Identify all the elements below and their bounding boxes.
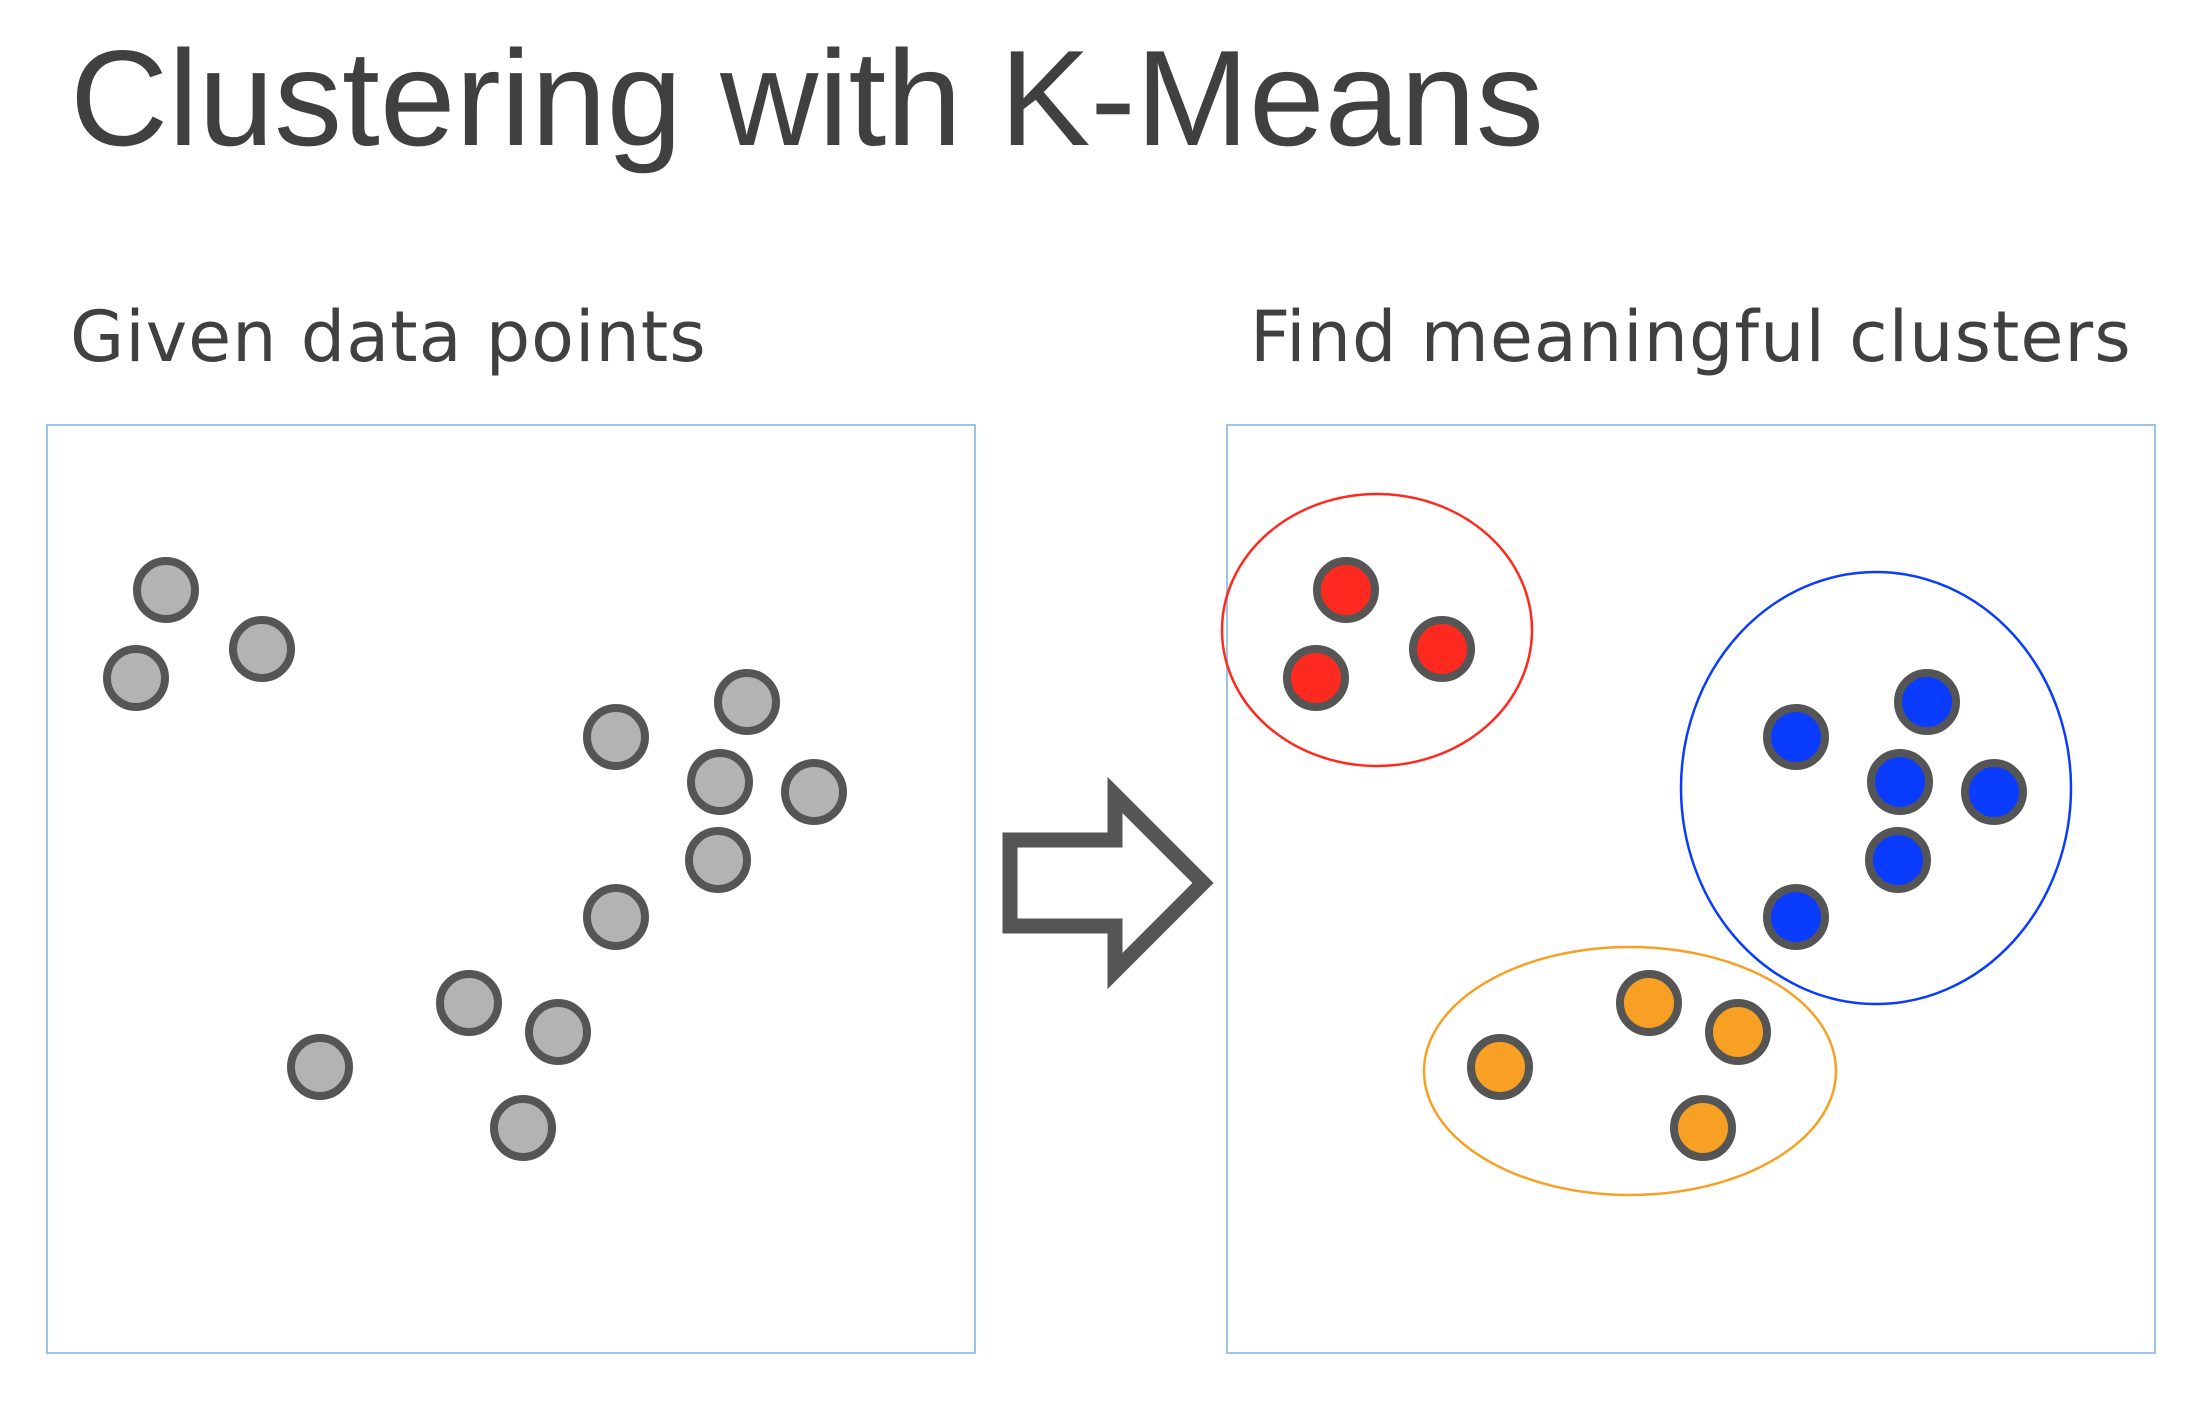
unclustered-points-panel — [46, 424, 976, 1354]
data-point — [781, 759, 847, 825]
data-point — [685, 827, 751, 893]
data-point-blue — [1865, 827, 1931, 893]
data-point-orange — [1467, 1034, 1533, 1100]
data-point-red — [1409, 616, 1475, 682]
cluster-outline-red — [1220, 492, 1534, 768]
data-point-red — [1283, 645, 1349, 711]
data-point — [436, 970, 502, 1036]
data-point — [583, 884, 649, 950]
data-point — [103, 645, 169, 711]
data-point — [287, 1034, 353, 1100]
data-point-blue — [1867, 749, 1933, 815]
data-point-blue — [1763, 704, 1829, 770]
cluster-outline-orange — [1422, 945, 1838, 1197]
data-point — [525, 999, 591, 1065]
data-point — [714, 669, 780, 735]
data-point-orange — [1705, 999, 1771, 1065]
data-point-red — [1313, 557, 1379, 623]
left-panel-caption: Given data points — [70, 296, 707, 378]
data-point — [490, 1095, 556, 1161]
data-point-blue — [1961, 759, 2027, 825]
data-point — [229, 616, 295, 682]
clustered-points-panel — [1226, 424, 2156, 1354]
data-point-blue — [1763, 884, 1829, 950]
data-point-orange — [1670, 1095, 1736, 1161]
slide-title: Clustering with K-Means — [70, 22, 1544, 174]
data-point — [687, 749, 753, 815]
data-point-orange — [1616, 970, 1682, 1036]
data-point — [583, 704, 649, 770]
data-point — [133, 557, 199, 623]
right-arrow-icon — [1002, 776, 1214, 990]
right-panel-caption: Find meaningful clusters — [1250, 296, 2132, 378]
data-point-blue — [1894, 669, 1960, 735]
cluster-outline-blue — [1679, 570, 2073, 1006]
